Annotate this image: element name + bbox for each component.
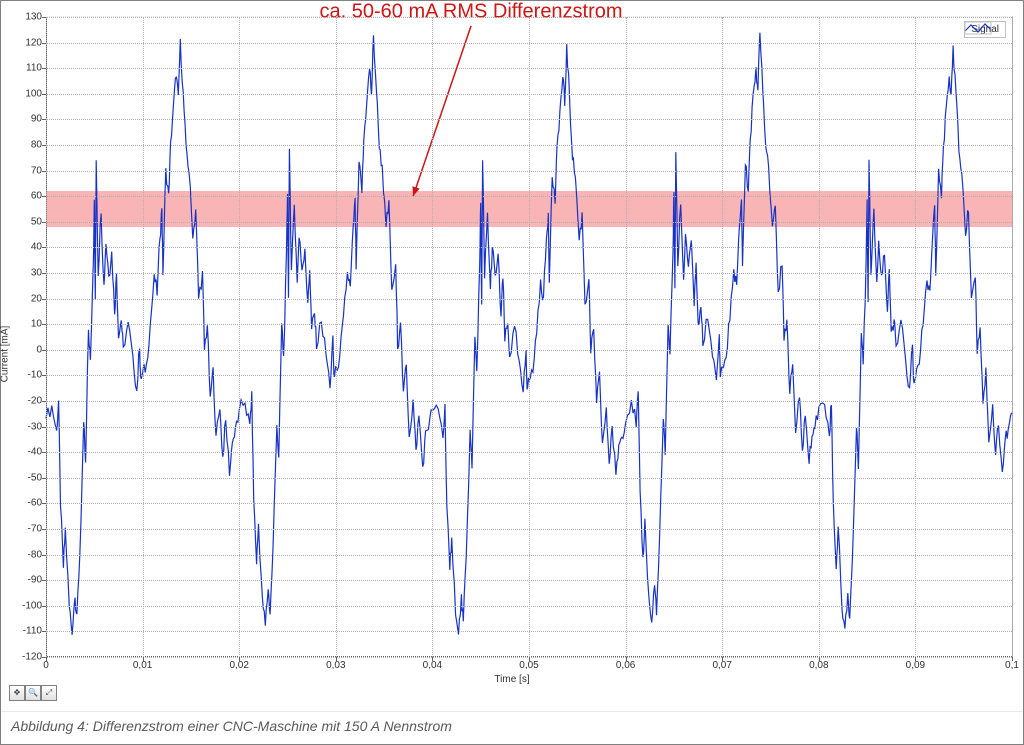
legend-box: Signal	[964, 21, 1006, 38]
y-axis-label: Current [mA]	[0, 326, 11, 383]
chart-toolbar: ✥ 🔍 ⤢	[9, 685, 57, 701]
gridline-v	[819, 17, 820, 657]
xtick-mark	[529, 657, 530, 661]
xtick-mark	[336, 657, 337, 661]
pan-tool-button[interactable]: ✥	[9, 685, 25, 701]
gridline-v	[529, 17, 530, 657]
chart-area: Current [mA] ca. 50-60 mA RMS Differenzs…	[1, 1, 1023, 707]
plot-wrap: ca. 50-60 mA RMS Differenzstrom Signal -…	[46, 16, 1013, 657]
plot-region: ca. 50-60 mA RMS Differenzstrom Signal -…	[46, 16, 1013, 657]
gridline-v	[915, 17, 916, 657]
gridline-v	[336, 17, 337, 657]
xtick-mark	[1012, 657, 1013, 661]
xtick-mark	[432, 657, 433, 661]
zoom-icon: 🔍	[28, 689, 38, 697]
chart-frame: Current [mA] ca. 50-60 mA RMS Differenzs…	[0, 0, 1024, 745]
gridline-v	[143, 17, 144, 657]
figure-caption: Abbildung 4: Differenzstrom einer CNC-Ma…	[1, 711, 1023, 744]
gridline-v	[239, 17, 240, 657]
pan-icon: ✥	[14, 689, 21, 697]
zoom-tool-button[interactable]: 🔍	[25, 685, 41, 701]
xtick-mark	[722, 657, 723, 661]
xtick-mark	[239, 657, 240, 661]
xtick-mark	[819, 657, 820, 661]
legend-sample-icon	[965, 22, 1005, 37]
gridline-v	[432, 17, 433, 657]
annotation-text: ca. 50-60 mA RMS Differenzstrom	[319, 0, 622, 23]
x-axis-label: Time [s]	[494, 674, 529, 685]
xtick-mark	[46, 657, 47, 661]
gridline-v	[626, 17, 627, 657]
fit-icon: ⤢	[46, 689, 52, 697]
fit-tool-button[interactable]: ⤢	[41, 685, 57, 701]
xtick-mark	[626, 657, 627, 661]
gridline-v	[46, 17, 47, 657]
xtick-mark	[143, 657, 144, 661]
gridline-v	[722, 17, 723, 657]
gridline-v	[1012, 17, 1013, 657]
xtick-mark	[915, 657, 916, 661]
